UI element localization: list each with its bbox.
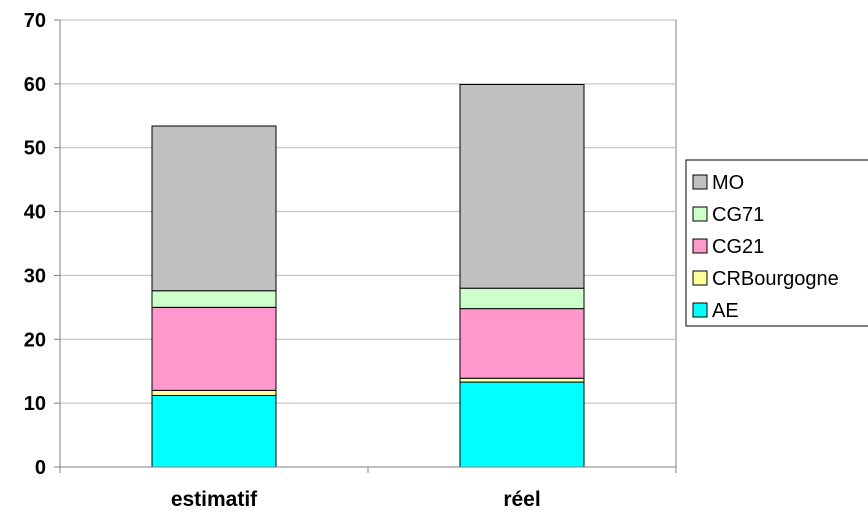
legend-swatch-crbourgogne xyxy=(692,270,708,286)
y-tick-label: 10 xyxy=(24,393,46,415)
legend-label-mo: MO xyxy=(712,172,744,194)
legend: MO CG71 CG21 CRBourgogne AE xyxy=(685,159,868,327)
axes: 0 10 20 30 40 50 60 70 estimatif réel xyxy=(24,10,677,511)
y-tick-label: 30 xyxy=(24,265,46,287)
bar-segment-crbourgogne-1 xyxy=(151,389,277,396)
y-tick-label: 50 xyxy=(24,138,46,160)
bar-segment-mo-1 xyxy=(151,125,277,292)
legend-label-cg71: CG71 xyxy=(712,204,764,226)
legend-swatch-mo xyxy=(692,174,708,190)
y-tick-label: 60 xyxy=(24,74,46,96)
legend-box xyxy=(685,159,868,327)
legend-swatch-ae xyxy=(692,302,708,318)
x-category-label: estimatif xyxy=(171,488,258,511)
y-tick-label: 40 xyxy=(24,202,46,224)
bar-segment-cg71-1 xyxy=(151,290,277,308)
bar-segment-cg21-1 xyxy=(151,306,277,391)
bar-segment-ae-2 xyxy=(459,381,585,468)
legend-swatch-cg21 xyxy=(692,238,708,254)
bar-segment-cg71-2 xyxy=(459,287,585,310)
y-tick-label: 0 xyxy=(35,457,46,479)
legend-swatch-cg71 xyxy=(692,206,708,222)
bars xyxy=(151,83,585,468)
bar-segment-crbourgogne-2 xyxy=(459,377,585,383)
legend-label-ae: AE xyxy=(712,300,739,322)
bar-segment-ae-1 xyxy=(151,394,277,468)
y-tick-label: 70 xyxy=(24,10,46,32)
x-category-label: réel xyxy=(503,488,540,511)
legend-label-cg21: CG21 xyxy=(712,236,764,258)
bar-segment-cg21-2 xyxy=(459,308,585,379)
legend-label-crbourgogne: CRBourgogne xyxy=(712,268,839,290)
bar-segment-mo-2 xyxy=(459,83,585,289)
y-tick-label: 20 xyxy=(24,329,46,351)
